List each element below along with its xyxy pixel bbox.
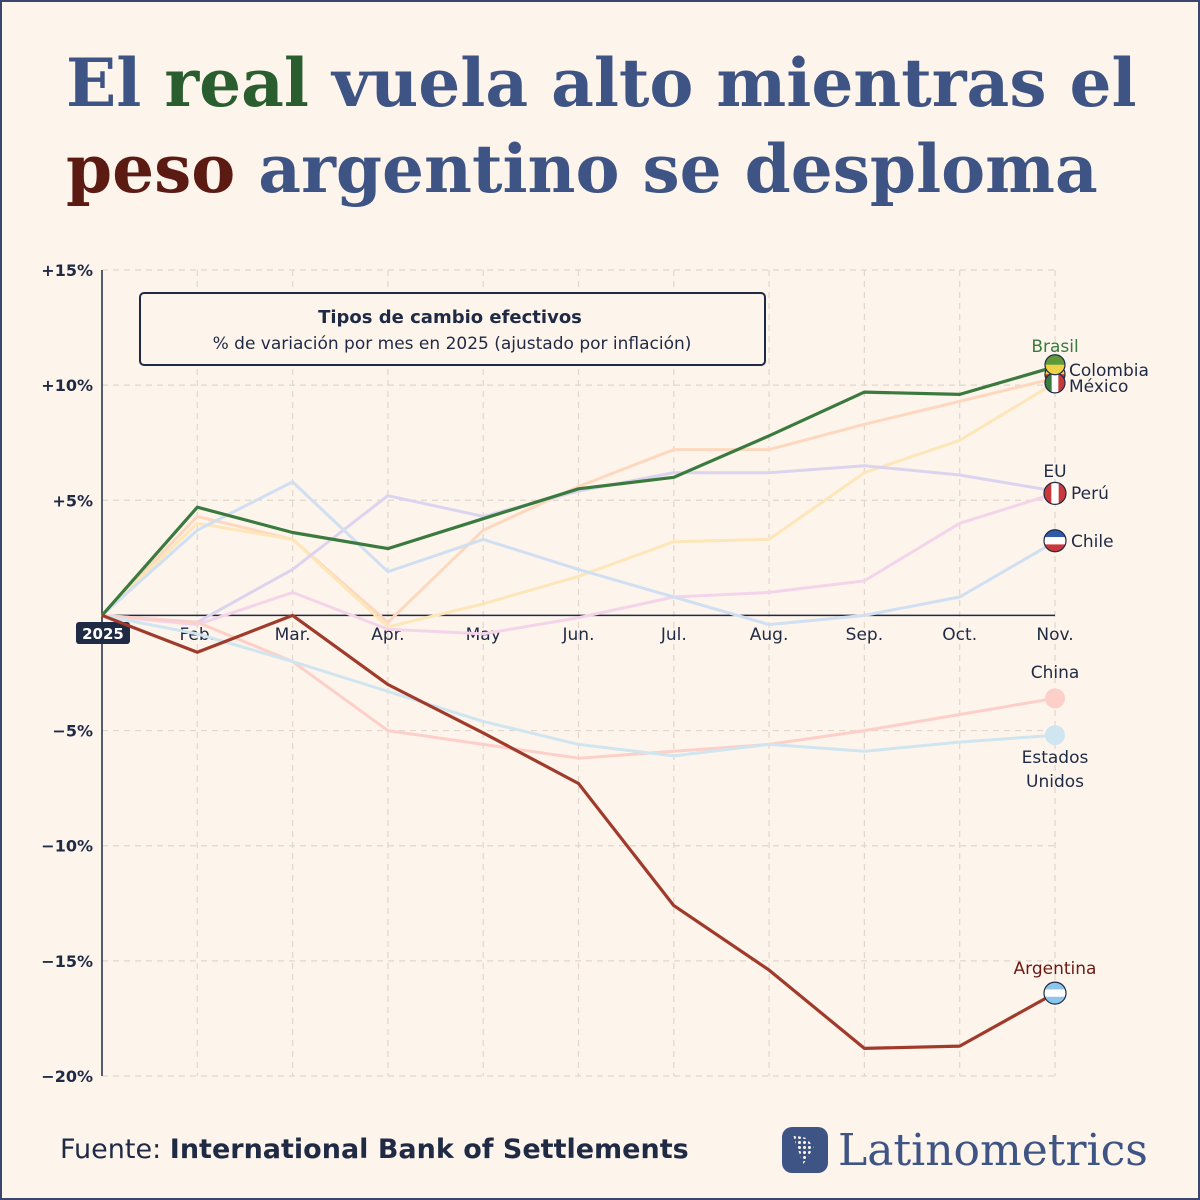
source-name: International Bank of Settlements — [169, 1134, 689, 1165]
headline-part-2: vuela alto mientras el — [308, 44, 1137, 122]
series-line-chile — [101, 480, 1056, 627]
x-tick-label: Mar. — [275, 625, 311, 645]
brand-name: Latinometrics — [838, 1124, 1148, 1176]
series-label-estados_unidos: Estados Unidos — [1022, 748, 1089, 792]
series-line-estados_unidos — [101, 613, 1056, 758]
series-label-brasil: Brasil — [1031, 337, 1078, 357]
china-end-marker — [1045, 688, 1065, 709]
flag-brasil-icon — [1044, 354, 1066, 376]
series-line-china — [101, 613, 1056, 760]
x-tick-label: Nov. — [1036, 625, 1073, 645]
y-tick-label: −20% — [41, 1067, 93, 1086]
y-tick-label: +10% — [41, 376, 93, 395]
year-badge-label: 2025 — [82, 625, 124, 643]
headline-word-peso: peso — [66, 130, 236, 208]
series-line-mexico — [100, 381, 1056, 629]
series-line-argentina — [101, 613, 1056, 1051]
y-tick-label: +15% — [41, 261, 93, 280]
y-tick-label: −5% — [52, 722, 93, 741]
source-label: Fuente: — [60, 1134, 170, 1165]
flag-peru-icon — [1043, 481, 1067, 505]
headline: El real vuela alto mientras el peso arge… — [66, 40, 1166, 212]
flag-chile-icon — [1043, 529, 1067, 553]
series-line-eu — [101, 464, 1056, 624]
series-label-eu: EU — [1043, 462, 1066, 482]
legend-box-title: Tipos de cambio efectivos — [318, 307, 582, 328]
y-tick-label: −10% — [41, 837, 93, 856]
series-label-chile: Chile — [1071, 532, 1114, 552]
flag-argentina-icon — [1043, 981, 1067, 1005]
chart-grid — [102, 269, 1056, 1077]
headline-part-1: El — [66, 44, 165, 122]
headline-word-real: real — [164, 44, 309, 122]
series-label-argentina: Argentina — [1014, 959, 1097, 979]
x-tick-label: Oct. — [942, 625, 977, 645]
latam-map-icon — [782, 1127, 828, 1173]
x-tick-label: Jun. — [562, 625, 595, 645]
flag-mexico-icon — [1044, 372, 1066, 394]
series-label-china: China — [1031, 663, 1080, 683]
x-axis: 2025 Feb. Mar. Apr. May Jun. Jul. Aug. Sep. Oct. N… — [76, 614, 1074, 645]
series-markers — [1043, 354, 1067, 1005]
legend-box-subtitle: % de variación por mes en 2025 (ajustado… — [213, 334, 692, 354]
series-label-colombia: Colombia — [1069, 361, 1149, 381]
series-line-peru — [101, 491, 1056, 636]
series-label-mexico: México — [1069, 377, 1128, 397]
series-label-peru: Perú — [1071, 484, 1109, 504]
estados-unidos-end-marker — [1045, 725, 1065, 746]
year-badge: 2025 — [76, 622, 130, 644]
source-note: Fuente: International Bank of Settlement… — [60, 1134, 689, 1165]
legend-box: Tipos de cambio efectivos % de variación… — [139, 292, 766, 366]
headline-part-3: argentino se desploma — [235, 130, 1098, 208]
y-axis: +15% +10% +5% −5% −10% −15% −20% — [41, 261, 103, 1086]
series-lines — [100, 365, 1056, 1051]
legend-box-border — [139, 292, 766, 366]
x-tick-label: Aug. — [750, 625, 789, 645]
series-line-brasil — [100, 365, 1056, 617]
brand-logo: Latinometrics — [782, 1120, 1148, 1180]
y-tick-label: +5% — [52, 491, 93, 510]
year-badge-bg — [76, 622, 130, 644]
y-tick-label: −15% — [41, 952, 93, 971]
series-line-colombia — [100, 376, 1056, 624]
x-tick-label: Jul. — [660, 625, 687, 645]
x-tick-label: Sep. — [846, 625, 883, 645]
